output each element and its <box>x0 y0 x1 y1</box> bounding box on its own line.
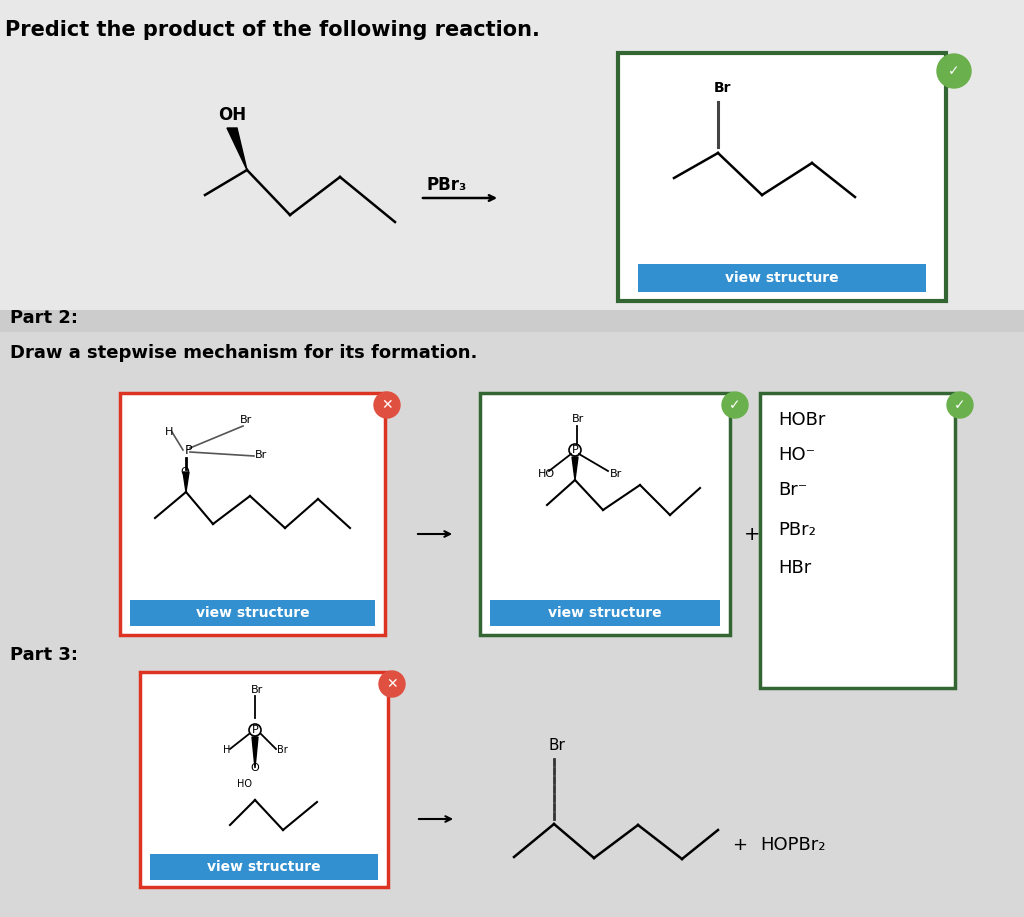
Text: HBr: HBr <box>778 559 811 577</box>
Text: ✓: ✓ <box>948 64 959 78</box>
Polygon shape <box>227 128 247 170</box>
Text: Br: Br <box>714 81 731 95</box>
Bar <box>638 264 926 292</box>
Circle shape <box>379 671 406 697</box>
Bar <box>140 672 388 887</box>
Circle shape <box>374 392 400 418</box>
Text: Br: Br <box>572 414 585 424</box>
Circle shape <box>249 724 261 736</box>
Text: Part 3:: Part 3: <box>10 646 78 664</box>
Bar <box>480 393 730 635</box>
Text: O: O <box>250 763 259 773</box>
Text: P: P <box>571 445 579 455</box>
Bar <box>120 393 385 635</box>
Text: O: O <box>180 467 188 477</box>
Text: Br: Br <box>240 415 252 425</box>
Text: HO: HO <box>237 779 252 789</box>
Circle shape <box>937 54 971 88</box>
Text: view structure: view structure <box>548 606 662 620</box>
Polygon shape <box>252 737 258 768</box>
Text: ✓: ✓ <box>729 398 740 412</box>
Text: Br: Br <box>278 745 288 755</box>
Text: HOPBr₂: HOPBr₂ <box>760 836 825 854</box>
Bar <box>618 53 946 301</box>
Polygon shape <box>572 457 578 480</box>
Text: view structure: view structure <box>196 606 309 620</box>
Bar <box>140 672 388 887</box>
Text: ✓: ✓ <box>954 398 966 412</box>
Text: Predict the product of the following reaction.: Predict the product of the following rea… <box>5 20 540 40</box>
Circle shape <box>569 444 581 456</box>
Text: Br: Br <box>610 469 623 479</box>
Bar <box>490 600 720 626</box>
Bar <box>130 600 375 626</box>
Text: +: + <box>732 836 748 854</box>
Text: HO⁻: HO⁻ <box>778 446 815 464</box>
Bar <box>480 393 730 635</box>
Bar <box>760 393 955 688</box>
Text: view structure: view structure <box>725 271 839 285</box>
Text: P: P <box>185 444 193 457</box>
Text: view structure: view structure <box>207 860 321 874</box>
Text: ✕: ✕ <box>381 398 393 412</box>
Circle shape <box>722 392 748 418</box>
Text: H: H <box>165 427 173 437</box>
Circle shape <box>947 392 973 418</box>
Text: +: + <box>743 525 760 544</box>
Bar <box>0 310 1024 332</box>
Text: HOBr: HOBr <box>778 411 825 429</box>
Text: Br⁻: Br⁻ <box>778 481 807 499</box>
Text: Br: Br <box>548 737 565 753</box>
Text: OH: OH <box>218 106 246 124</box>
Polygon shape <box>183 472 189 492</box>
Text: HO: HO <box>538 469 555 479</box>
Text: Part 2:: Part 2: <box>10 309 78 327</box>
Text: PBr₃: PBr₃ <box>427 176 467 194</box>
Bar <box>120 393 385 635</box>
Text: P: P <box>252 725 258 735</box>
Text: Br: Br <box>255 450 267 460</box>
Text: H: H <box>223 745 230 755</box>
Bar <box>150 854 378 880</box>
Text: ✕: ✕ <box>386 677 397 691</box>
Text: Draw a stepwise mechanism for its formation.: Draw a stepwise mechanism for its format… <box>10 344 477 362</box>
Text: PBr₂: PBr₂ <box>778 521 816 539</box>
Bar <box>0 0 1024 310</box>
Text: Br: Br <box>251 685 263 695</box>
